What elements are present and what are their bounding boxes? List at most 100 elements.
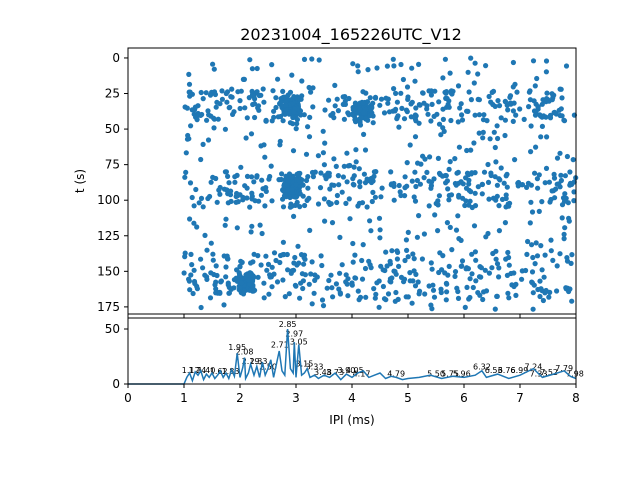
scatter-point — [449, 247, 455, 253]
scatter-point — [458, 179, 464, 185]
scatter-point — [208, 270, 214, 276]
scatter-point — [404, 183, 410, 189]
scatter-point — [515, 183, 521, 189]
scatter-point — [548, 196, 554, 203]
scatter-point — [280, 239, 286, 245]
scatter-point — [466, 296, 472, 302]
scatter-point — [468, 55, 474, 61]
scatter-point — [287, 120, 293, 126]
scatter-point — [237, 272, 243, 278]
scatter-point — [471, 80, 477, 86]
scatter-point — [249, 174, 255, 180]
scatter-point — [316, 57, 322, 63]
scatter-point — [440, 75, 446, 81]
scatter-point — [327, 186, 333, 192]
scatter-point — [544, 96, 550, 102]
scatter-point — [292, 254, 298, 261]
scatter-point — [412, 198, 419, 204]
scatter-point — [468, 189, 474, 195]
scatter-point — [261, 280, 267, 286]
scatter-point — [444, 95, 450, 102]
scatter-point — [534, 176, 541, 182]
scatter-point — [443, 180, 449, 186]
scatter-point — [506, 295, 512, 301]
scatter-point — [456, 194, 462, 200]
scatter-point — [217, 191, 223, 197]
scatter-point — [462, 202, 468, 209]
scatter-point — [470, 284, 476, 291]
scatter-point — [496, 228, 502, 234]
scatter-point — [436, 121, 443, 127]
scatter-point — [255, 103, 262, 109]
scatter-point — [357, 179, 363, 185]
scatter-point — [198, 156, 204, 163]
scatter-point — [211, 66, 217, 72]
scatter-y-label: t (s) — [73, 169, 87, 193]
scatter-point — [357, 294, 364, 300]
scatter-point — [283, 102, 289, 108]
scatter-point — [409, 178, 415, 184]
scatter-point — [471, 223, 478, 229]
scatter-point — [563, 286, 569, 292]
scatter-point — [249, 223, 255, 229]
scatter-point — [410, 251, 416, 257]
scatter-point — [476, 97, 482, 103]
peak-label: 2.71 — [271, 341, 289, 350]
scatter-point — [391, 86, 397, 92]
scatter-point — [428, 92, 434, 98]
scatter-point — [240, 76, 246, 82]
y-tick-label: 25 — [105, 87, 120, 101]
peak-label: 2.08 — [236, 347, 254, 356]
scatter-point — [436, 99, 442, 105]
scatter-point — [455, 213, 461, 219]
scatter-point — [271, 250, 278, 256]
y-tick-label: 50 — [105, 122, 120, 136]
scatter-point — [468, 97, 474, 103]
scatter-point — [538, 243, 544, 249]
scatter-point — [488, 99, 494, 105]
scatter-point — [448, 117, 454, 124]
scatter-point — [271, 108, 277, 114]
scatter-point — [279, 171, 285, 177]
scatter-point — [194, 224, 200, 230]
scatter-point — [493, 159, 499, 165]
scatter-point — [408, 114, 414, 120]
scatter-point — [446, 197, 452, 203]
scatter-point — [535, 185, 541, 191]
scatter-point — [312, 277, 318, 283]
scatter-point — [315, 153, 321, 159]
scatter-point — [361, 131, 367, 137]
scatter-point — [407, 278, 413, 284]
scatter-point — [182, 250, 188, 256]
scatter-point — [497, 177, 503, 183]
peak-label: 6.53 — [485, 366, 503, 375]
scatter-point — [413, 105, 419, 111]
scatter-point — [459, 117, 466, 123]
scatter-point — [473, 278, 479, 284]
scatter-point — [427, 154, 433, 160]
scatter-point — [299, 271, 305, 277]
scatter-point — [377, 227, 383, 233]
scatter-point — [537, 278, 543, 284]
scatter-point — [198, 256, 204, 262]
y-tick-label: 150 — [97, 264, 120, 278]
scatter-point — [308, 271, 314, 277]
scatter-point — [213, 104, 219, 110]
scatter-point — [469, 251, 475, 257]
scatter-point — [480, 117, 487, 123]
scatter-point — [570, 157, 576, 163]
scatter-point — [472, 203, 479, 209]
scatter-point — [421, 231, 427, 237]
scatter-point — [202, 232, 208, 238]
scatter-point — [503, 173, 509, 179]
scatter-point — [466, 181, 472, 187]
scatter-point — [389, 248, 395, 254]
scatter-point — [414, 177, 420, 184]
scatter-point — [186, 136, 192, 142]
x-tick-label: 1 — [180, 391, 188, 405]
scatter-point — [425, 111, 431, 117]
scatter-point — [527, 88, 533, 94]
scatter-point — [251, 179, 257, 185]
scatter-point — [430, 282, 436, 288]
scatter-point — [321, 162, 327, 168]
